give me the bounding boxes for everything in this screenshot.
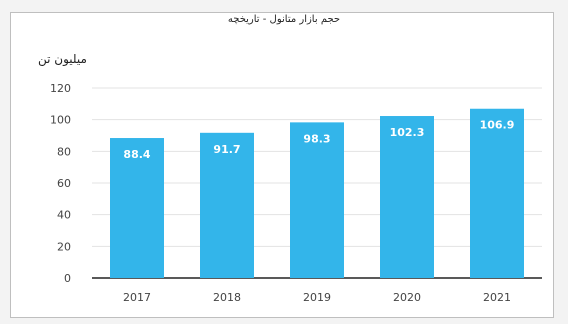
bar-2021 [470, 108, 524, 278]
y-tick-label: 20 [57, 240, 71, 253]
data-label: 102.3 [390, 126, 425, 139]
data-label: 98.3 [303, 132, 330, 145]
data-label: 106.9 [480, 119, 515, 132]
x-tick-label: 2019 [303, 291, 331, 304]
y-tick-label: 80 [57, 145, 71, 158]
y-tick-label: 120 [50, 82, 71, 95]
x-tick-label: 2021 [483, 291, 511, 304]
bar-2017 [110, 138, 164, 278]
y-tick-label: 100 [50, 114, 71, 127]
data-label: 91.7 [213, 143, 240, 156]
y-tick-label: 60 [57, 177, 71, 190]
data-label: 88.4 [123, 148, 150, 161]
x-tick-label: 2017 [123, 291, 151, 304]
x-tick-label: 2018 [213, 291, 241, 304]
bar-2020 [380, 116, 434, 279]
y-tick-label: 0 [64, 272, 71, 285]
bar-2018 [200, 132, 254, 278]
x-tick-label: 2020 [393, 291, 421, 304]
y-axis-unit-label: میلیون تن [38, 52, 87, 66]
bar-2019 [290, 122, 344, 278]
chart-title: حجم بازار متانول - تاریخچه [227, 14, 341, 25]
chart-frame [10, 12, 554, 318]
y-tick-label: 40 [57, 209, 71, 222]
